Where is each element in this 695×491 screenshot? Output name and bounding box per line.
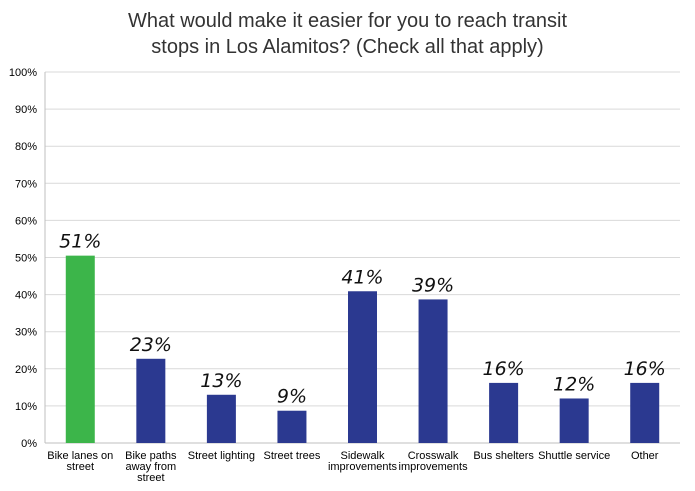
y-tick-label: 0% xyxy=(21,438,37,450)
y-tick-label: 40% xyxy=(15,290,37,302)
x-tick-label: Street trees xyxy=(264,450,321,462)
bar xyxy=(277,410,307,443)
y-tick-label: 80% xyxy=(15,141,37,153)
bar xyxy=(65,255,95,443)
data-label: 16% xyxy=(482,358,524,380)
data-label: 9% xyxy=(277,386,307,408)
x-tick-label: street xyxy=(67,461,95,473)
chart-title-line-1: What would make it easier for you to rea… xyxy=(127,10,568,32)
bar xyxy=(489,382,519,443)
x-tick-label: Sidewalk xyxy=(340,450,385,462)
bar xyxy=(630,382,660,443)
x-tick-label: Other xyxy=(631,450,659,462)
data-label: 13% xyxy=(200,370,242,392)
bar xyxy=(206,394,236,443)
y-tick-label: 70% xyxy=(15,178,37,190)
y-tick-label: 20% xyxy=(15,364,37,376)
x-tick-label: Street lighting xyxy=(188,450,255,462)
y-tick-label: 30% xyxy=(15,327,37,339)
y-tick-label: 60% xyxy=(15,215,37,227)
x-tick-label: Bike lanes on xyxy=(47,450,113,462)
y-tick-label: 100% xyxy=(9,67,37,79)
data-label: 51% xyxy=(59,231,101,253)
x-tick-label: Bike paths xyxy=(125,450,177,462)
y-tick-label: 10% xyxy=(15,401,37,413)
data-label: 16% xyxy=(624,358,666,380)
x-tick-label: Crosswalk xyxy=(408,450,459,462)
x-tick-label: Shuttle service xyxy=(538,450,610,462)
chart-title-line-2: stops in Los Alamitos? (Check all that a… xyxy=(151,36,544,58)
x-tick-label: Bus shelters xyxy=(473,450,534,462)
data-label: 41% xyxy=(341,266,383,288)
data-label: 12% xyxy=(553,373,595,395)
x-tick-label: away from xyxy=(125,461,176,473)
bar xyxy=(136,358,166,443)
y-tick-label: 90% xyxy=(15,104,37,116)
x-tick-label: improvements xyxy=(399,461,469,473)
x-tick-label: improvements xyxy=(328,461,398,473)
x-tick-label: street xyxy=(137,472,165,484)
y-tick-label: 50% xyxy=(15,253,37,265)
bar xyxy=(559,398,589,443)
data-label: 23% xyxy=(130,334,172,356)
bar xyxy=(348,291,377,443)
bar xyxy=(418,299,448,443)
data-label: 39% xyxy=(412,274,454,296)
